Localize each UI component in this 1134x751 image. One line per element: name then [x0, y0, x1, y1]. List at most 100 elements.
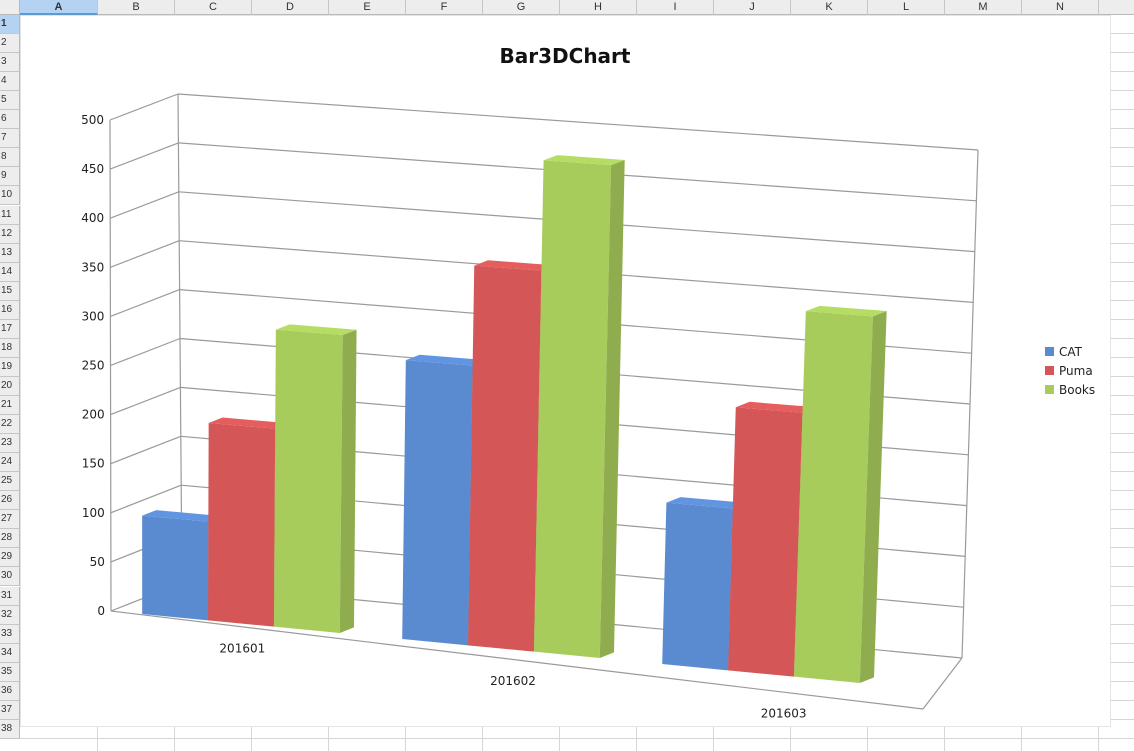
row-header-11[interactable]: 11	[0, 205, 20, 225]
column-header-m[interactable]: M	[945, 0, 1022, 15]
row-header-5[interactable]: 5	[0, 91, 20, 111]
chart-object[interactable]: 0 50 100 150 200 250 300 350 400 450 500 201601 201…	[21, 16, 1110, 726]
row-header-34[interactable]: 34	[0, 643, 20, 663]
y-tick-label: 300	[81, 309, 104, 323]
side-wall-gridline	[110, 484, 182, 514]
chart-title: Bar3DChart	[500, 44, 631, 68]
legend-label-books: Books	[1059, 383, 1095, 397]
bar3d-chart[interactable]: 0 50 100 150 200 250 300 350 400 450 500 201601 201…	[21, 16, 1110, 726]
side-wall-gridline	[110, 386, 181, 416]
row-header-33[interactable]: 33	[0, 624, 20, 644]
bar-side-face	[339, 329, 357, 633]
column-header-c[interactable]: C	[175, 0, 252, 15]
column-header-partial[interactable]	[1099, 0, 1134, 15]
row-header-13[interactable]: 13	[0, 243, 20, 263]
side-wall-gridline	[110, 289, 180, 317]
y-tick-label: 450	[81, 162, 104, 176]
bar-front-face	[402, 360, 473, 646]
select-all-corner[interactable]	[0, 0, 20, 15]
column-header-j[interactable]: J	[714, 0, 791, 15]
row-header-14[interactable]: 14	[0, 262, 20, 282]
column-header-g[interactable]: G	[483, 0, 560, 15]
row-header-15[interactable]: 15	[0, 281, 20, 301]
column-header-h[interactable]: H	[560, 0, 637, 15]
side-wall-gridline	[109, 93, 179, 121]
y-tick-label: 100	[82, 506, 105, 520]
x-tick-label: 201601	[219, 641, 265, 655]
bar-front-face	[793, 311, 873, 683]
column-header-d[interactable]: D	[252, 0, 329, 15]
row-header-8[interactable]: 8	[0, 148, 20, 168]
bar-side-face	[859, 311, 887, 683]
row-header-7[interactable]: 7	[0, 129, 20, 149]
legend-label-puma: Puma	[1059, 364, 1093, 378]
bar-books-201603[interactable]	[793, 305, 887, 683]
column-header-a[interactable]: A	[20, 0, 98, 15]
legend-label-cat: CAT	[1059, 345, 1083, 359]
column-header-l[interactable]: L	[868, 0, 945, 15]
y-tick-label: 50	[90, 555, 105, 569]
row-header-4[interactable]: 4	[0, 72, 20, 92]
x-tick-label: 201602	[490, 674, 536, 688]
row-header-27[interactable]: 27	[0, 510, 20, 530]
row-header-18[interactable]: 18	[0, 338, 20, 358]
row-header-19[interactable]: 19	[0, 357, 20, 377]
row-header-31[interactable]: 31	[0, 586, 20, 606]
row-header-12[interactable]: 12	[0, 224, 20, 244]
back-wall-gridline	[177, 93, 979, 151]
bar-top-face	[543, 155, 625, 166]
bar-top-face	[405, 354, 487, 366]
row-header-38[interactable]: 38	[0, 719, 20, 739]
bar-side-face	[599, 159, 625, 658]
row-header-26[interactable]: 26	[0, 491, 20, 511]
row-header-16[interactable]: 16	[0, 300, 20, 320]
bar-books-201602[interactable]	[533, 155, 625, 658]
bar-top-face	[805, 305, 887, 317]
legend-swatch-cat	[1045, 347, 1054, 356]
column-header-b[interactable]: B	[98, 0, 175, 15]
row-header-30[interactable]: 30	[0, 567, 20, 587]
row-header-1[interactable]: 1	[0, 15, 20, 34]
row-header-22[interactable]: 22	[0, 415, 20, 435]
row-header-25[interactable]: 25	[0, 472, 20, 492]
column-header-e[interactable]: E	[329, 0, 406, 15]
column-header-n[interactable]: N	[1022, 0, 1099, 15]
bar-front-face	[208, 422, 276, 627]
side-wall-gridline	[110, 337, 181, 367]
bar-books-201601[interactable]	[273, 324, 357, 633]
legend-swatch-puma	[1045, 366, 1054, 375]
bar-top-face	[142, 510, 223, 522]
front-left-edge	[109, 119, 112, 612]
row-header-21[interactable]: 21	[0, 396, 20, 415]
column-header-f[interactable]: F	[406, 0, 483, 15]
bar-front-face	[273, 329, 343, 633]
row-header-6[interactable]: 6	[0, 110, 20, 130]
row-header-29[interactable]: 29	[0, 548, 20, 568]
row-header-35[interactable]: 35	[0, 662, 20, 682]
bar-top-face	[474, 260, 556, 271]
side-wall-gridline	[110, 240, 180, 268]
row-header-9[interactable]: 9	[0, 167, 20, 187]
bar-front-face	[142, 515, 209, 621]
row-header-24[interactable]: 24	[0, 453, 20, 473]
grid-row-line	[20, 737, 1134, 739]
row-header-36[interactable]: 36	[0, 681, 20, 701]
bar-front-face	[728, 407, 803, 677]
column-header-k[interactable]: K	[791, 0, 868, 15]
row-header-10[interactable]: 10	[0, 186, 20, 206]
row-header-37[interactable]: 37	[0, 700, 20, 720]
bar-front-face	[468, 265, 542, 652]
column-header-i[interactable]: I	[637, 0, 714, 15]
back-left-edge	[177, 93, 183, 584]
row-header-3[interactable]: 3	[0, 53, 20, 73]
row-header-32[interactable]: 32	[0, 605, 20, 625]
y-tick-label: 400	[81, 211, 104, 225]
row-header-17[interactable]: 17	[0, 319, 20, 339]
row-header-23[interactable]: 23	[0, 434, 20, 454]
bar-top-face	[208, 417, 290, 429]
row-header-28[interactable]: 28	[0, 529, 20, 549]
row-header-2[interactable]: 2	[0, 34, 20, 54]
row-header-20[interactable]: 20	[0, 376, 20, 396]
